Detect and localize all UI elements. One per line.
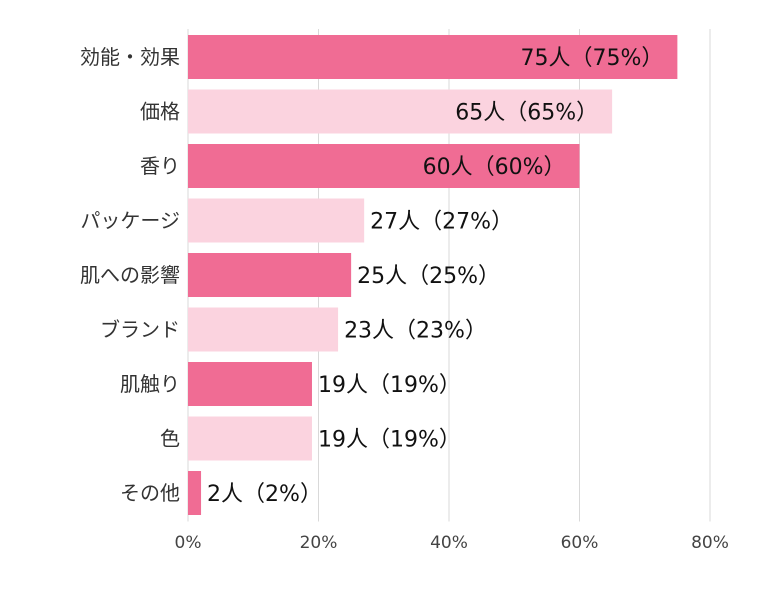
- bar: [188, 89, 613, 134]
- bar: [188, 253, 352, 297]
- x-tick-label: 60%: [561, 533, 599, 553]
- bar: [188, 307, 339, 352]
- category-label: パッケージ: [80, 209, 180, 233]
- data-label: 2人（2%）: [207, 482, 322, 507]
- bar: [188, 471, 202, 515]
- data-label: 19人（19%）: [318, 373, 461, 398]
- x-tick-label: 20%: [300, 533, 338, 553]
- x-tick-label: 0%: [175, 533, 202, 553]
- category-label: 香り: [140, 154, 180, 178]
- bar: [188, 35, 678, 79]
- data-label: 75人（75%）: [520, 46, 663, 71]
- data-label: 25人（25%）: [357, 264, 500, 289]
- data-label: 27人（27%）: [370, 210, 513, 235]
- data-label: 60人（60%）: [423, 155, 566, 180]
- bar: [188, 362, 312, 406]
- bar: [188, 198, 365, 243]
- data-label: 23人（23%）: [344, 319, 487, 344]
- bars: [188, 35, 678, 515]
- x-tick-label: 40%: [430, 533, 468, 553]
- category-label: 肌触り: [120, 372, 180, 396]
- x-tick-label: 80%: [691, 533, 729, 553]
- category-label: 肌への影響: [80, 263, 180, 287]
- data-labels: 75人（75%） 65人（65%） 60人（60%） 27人（27%） 25人（25%）…: [207, 46, 663, 507]
- data-label: 65人（65%）: [455, 101, 598, 126]
- category-label: 価格: [140, 100, 180, 124]
- bar: [188, 416, 312, 461]
- x-axis-ticks: 0% 20% 40% 60% 80%: [175, 533, 729, 553]
- category-label: 色: [160, 427, 180, 451]
- data-label: 19人（19%）: [318, 428, 461, 453]
- category-label: その他: [120, 481, 180, 505]
- category-label: ブランド: [100, 318, 180, 342]
- category-label: 効能・効果: [80, 45, 180, 69]
- bar: [188, 144, 580, 188]
